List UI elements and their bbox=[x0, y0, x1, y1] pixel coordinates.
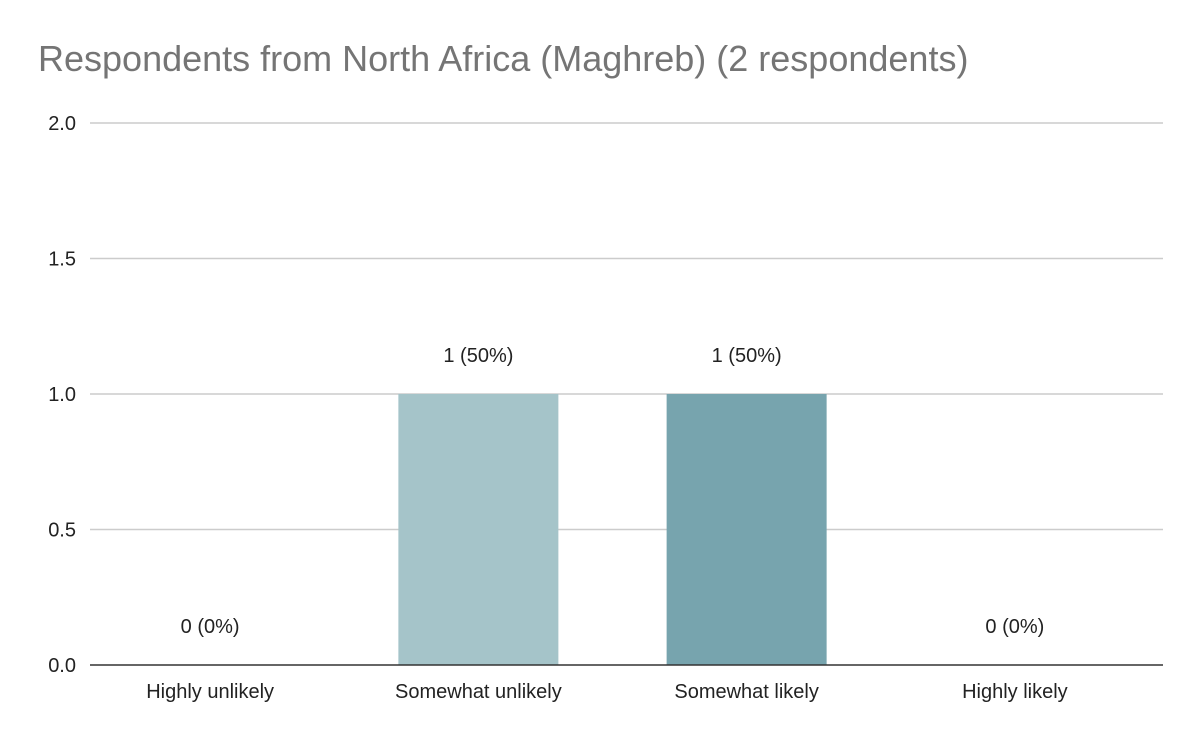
data-labels: 0 (0%) 1 (50%) 1 (50%) 0 (0%) bbox=[181, 345, 1045, 638]
x-category-label: Highly likely bbox=[962, 681, 1068, 703]
y-tick-label: 1.0 bbox=[48, 384, 76, 406]
data-label: 0 (0%) bbox=[181, 616, 240, 638]
y-axis-ticks: 0.0 0.5 1.0 1.5 2.0 bbox=[48, 113, 76, 677]
y-tick-label: 2.0 bbox=[48, 113, 76, 135]
y-tick-label: 1.5 bbox=[48, 249, 76, 271]
data-label: 0 (0%) bbox=[985, 616, 1044, 638]
y-tick-label: 0.5 bbox=[48, 520, 76, 542]
x-category-label: Highly unlikely bbox=[146, 681, 274, 703]
chart-title: Respondents from North Africa (Maghreb) … bbox=[38, 38, 969, 79]
data-label: 1 (50%) bbox=[443, 345, 513, 367]
bar bbox=[666, 394, 827, 665]
bars bbox=[398, 394, 827, 665]
x-axis-categories: Highly unlikely Somewhat unlikely Somewhat… bbox=[146, 681, 1067, 703]
gridlines bbox=[90, 122, 1163, 531]
bar bbox=[398, 394, 559, 665]
data-label: 1 (50%) bbox=[712, 345, 782, 367]
x-category-label: Somewhat unlikely bbox=[395, 681, 562, 703]
x-category-label: Somewhat likely bbox=[674, 681, 819, 703]
y-tick-label: 0.0 bbox=[48, 655, 76, 677]
